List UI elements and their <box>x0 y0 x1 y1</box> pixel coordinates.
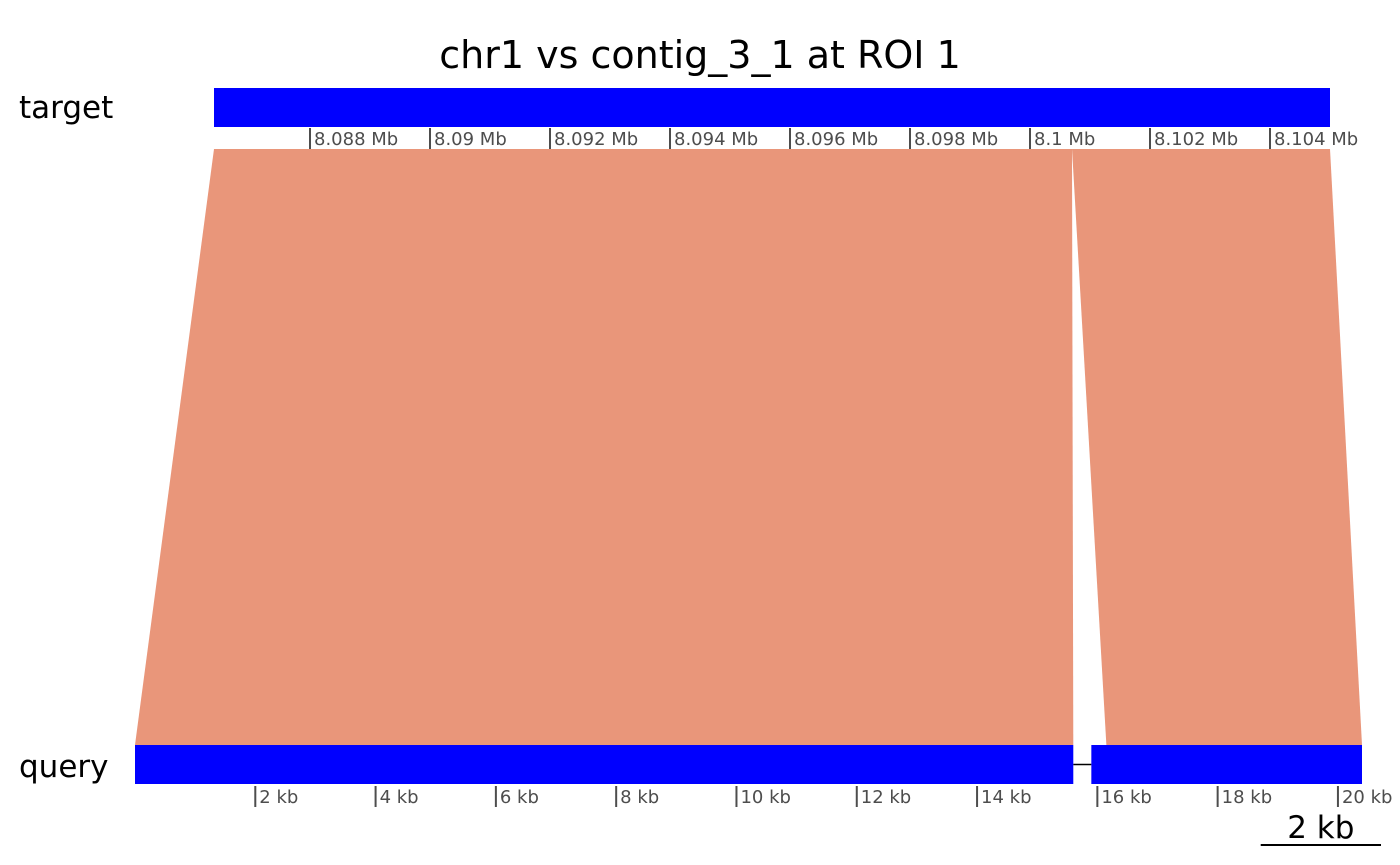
target-block-1 <box>214 88 1330 127</box>
query-tick-label-6: 12 kb <box>861 787 911 808</box>
plot-title: chr1 vs contig_3_1 at ROI 1 <box>439 33 961 77</box>
query-tick-label-4: 8 kb <box>620 787 659 808</box>
target-axis: 8.088 Mb 8.09 Mb 8.092 Mb 8.094 Mb 8.096 Mb 8… <box>309 128 1358 150</box>
query-tick-label-8: 16 kb <box>1101 787 1151 808</box>
query-tick-label-1: 2 kb <box>259 787 298 808</box>
target-track-label: target <box>19 90 113 126</box>
query-tick-label-5: 10 kb <box>740 787 790 808</box>
alignment-ribbon-2 <box>1072 149 1362 745</box>
target-tick-label-6: 8.098 Mb <box>914 129 998 150</box>
target-tick-label-8: 8.102 Mb <box>1154 129 1238 150</box>
query-tick-label-3: 6 kb <box>500 787 539 808</box>
target-tick-label-7: 8.1 Mb <box>1034 129 1095 150</box>
query-tick-label-10: 20 kb <box>1342 787 1392 808</box>
target-tick-label-5: 8.096 Mb <box>794 129 878 150</box>
query-block-2 <box>1091 745 1362 784</box>
scale-bar-label: 2 kb <box>1287 810 1354 846</box>
query-tick-label-7: 14 kb <box>981 787 1031 808</box>
scale-bar: 2 kb <box>1260 810 1381 846</box>
target-track <box>214 88 1330 127</box>
target-tick-label-1: 8.088 Mb <box>314 129 398 150</box>
alignment-ribbon-1 <box>135 149 1074 745</box>
query-track-label: query <box>19 749 109 785</box>
query-tick-label-2: 4 kb <box>380 787 419 808</box>
target-tick-label-3: 8.092 Mb <box>554 129 638 150</box>
query-block-1 <box>135 745 1074 784</box>
query-track <box>135 745 1362 784</box>
query-tick-label-9: 18 kb <box>1222 787 1272 808</box>
target-tick-label-2: 8.09 Mb <box>434 129 507 150</box>
alignment-layer <box>135 149 1362 745</box>
target-tick-label-4: 8.094 Mb <box>674 129 758 150</box>
target-tick-label-9: 8.104 Mb <box>1274 129 1358 150</box>
query-axis: 2 kb 4 kb 6 kb 8 kb 10 kb 12 kb 14 kb 16 kb 18 k… <box>254 786 1392 808</box>
